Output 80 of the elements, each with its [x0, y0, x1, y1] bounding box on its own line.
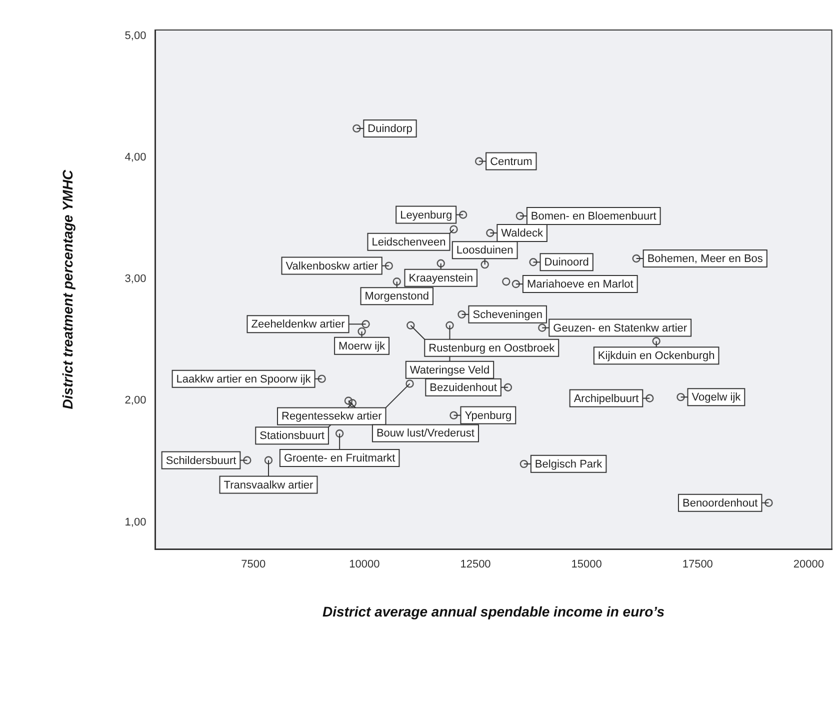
y-tick-label: 2,00	[124, 394, 146, 407]
annotation: Geuzen- en Statenkw artier	[553, 322, 688, 334]
x-tick-label: 17500	[682, 558, 713, 571]
point	[632, 254, 640, 263]
annotation: Vogelw ijk	[692, 392, 742, 404]
x-tick-label: 12500	[460, 558, 491, 571]
x-tick-label: 7500	[241, 558, 266, 571]
annotation: Duinoord	[544, 256, 589, 269]
point	[362, 320, 370, 328]
point	[480, 260, 489, 269]
point	[516, 212, 524, 220]
point	[450, 411, 458, 420]
point	[538, 324, 546, 332]
point	[335, 429, 344, 438]
x-tick-label: 10000	[349, 558, 380, 571]
point	[486, 228, 494, 238]
point	[502, 278, 510, 286]
y-tick-label: 4,00	[124, 152, 146, 164]
annotation: Kijkduin en Ockenburgh	[598, 350, 715, 362]
point	[348, 399, 357, 408]
annotation: Stationsbuurt	[260, 430, 324, 442]
annotation: Groente- en Fruitmarkt	[284, 452, 396, 465]
point	[384, 262, 393, 270]
point	[318, 374, 326, 383]
y-tick-label: 5,00	[124, 30, 146, 42]
annotation: Loosduinen	[456, 244, 514, 257]
annotation: Leyenburg	[400, 209, 452, 222]
annotation: Duindorp	[368, 122, 412, 135]
point	[529, 258, 538, 266]
annotation: Scheveningen	[472, 308, 542, 321]
annotation: Ypenburg	[464, 410, 512, 422]
annotation: Rustenburg en Oostbroek	[428, 342, 556, 354]
y-tick-label: 3,00	[124, 273, 146, 286]
annotation: Bouw lust/Vrederust	[376, 428, 474, 440]
annotation: Centrum	[490, 156, 532, 168]
annotation: Belgisch Park	[534, 458, 603, 470]
annotation: Leidschenveen	[372, 236, 446, 248]
annotation: Bohemen, Meer en Bos	[647, 253, 764, 266]
point	[406, 380, 414, 388]
annotation: Waldeck	[501, 228, 544, 240]
annotation: Kraayenstein	[408, 272, 473, 284]
x-tick-label: 15000	[571, 558, 602, 571]
point	[520, 460, 528, 468]
annotation: Archipelbuurt	[574, 392, 639, 405]
point	[458, 310, 466, 319]
annotation: Laakkw artier en Spoorw ijk	[176, 373, 312, 386]
annotation: Regentessekw artier	[281, 410, 382, 423]
annotation: Bomen- en Bloemenbuurt	[530, 210, 656, 222]
point	[676, 392, 685, 402]
point	[392, 278, 401, 286]
point	[264, 456, 273, 464]
point	[446, 321, 454, 330]
annotation: Mariahoeve en Marlot	[526, 278, 634, 291]
point	[512, 280, 520, 288]
y-axis-title: District treatment percentage YMHC	[59, 168, 76, 410]
point	[358, 327, 366, 336]
annotation: Moerw ijk	[338, 340, 386, 352]
point	[344, 396, 353, 405]
annotation: Zeeheldenkw artier	[251, 318, 346, 331]
annotation: Valkenboskw artier	[286, 260, 378, 272]
point	[352, 124, 361, 133]
annotation: Transvaalkw artier	[224, 479, 314, 492]
point	[652, 337, 660, 346]
point	[436, 259, 445, 268]
y-tick-label: 1,00	[124, 516, 146, 528]
annotation: Bezuidenhout	[430, 382, 497, 394]
point	[406, 321, 415, 330]
point	[646, 394, 654, 402]
annotation: Morgenstond	[364, 290, 429, 303]
x-tick-label: 20000	[793, 558, 824, 571]
x-axis-title: District average annual spendable income in euro’s	[322, 603, 665, 620]
point	[474, 157, 484, 166]
point	[243, 456, 252, 464]
point	[458, 210, 468, 219]
point	[764, 498, 773, 507]
point	[450, 225, 458, 234]
point	[504, 383, 512, 392]
annotation: Benoordenhout	[682, 497, 758, 510]
annotation: Schildersbuurt	[166, 454, 236, 467]
annotation: Wateringse Veld	[410, 364, 490, 376]
